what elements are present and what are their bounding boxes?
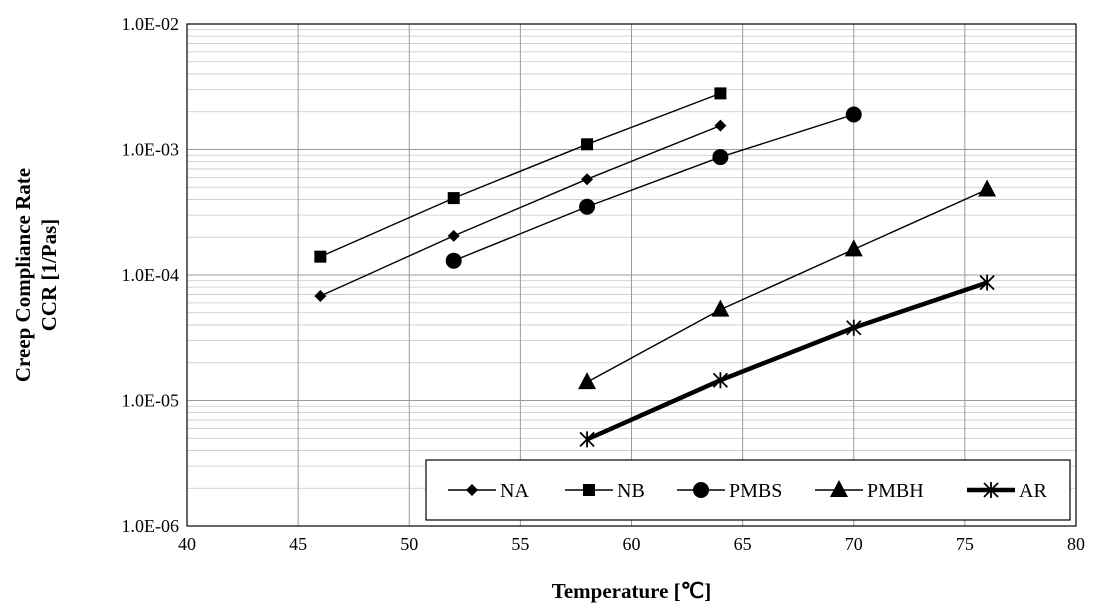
square-marker — [447, 192, 460, 205]
legend-label: NB — [617, 480, 645, 502]
asterisk-marker — [712, 372, 729, 389]
triangle-marker — [578, 372, 597, 390]
x-tick-label: 50 — [400, 534, 418, 554]
series-nb — [314, 87, 727, 263]
series-pmbh — [578, 179, 997, 390]
legend-item-pmbs: PMBS — [677, 480, 782, 502]
series-pmbs — [445, 106, 862, 269]
series-na — [314, 119, 727, 303]
square-marker — [314, 250, 327, 263]
legend-label: PMBS — [729, 480, 782, 502]
square-marker — [714, 87, 727, 100]
asterisk-marker — [579, 431, 595, 448]
y-axis-title-line-1: Creep Compliance Rate — [11, 168, 35, 382]
y-tick-label: 1.0E-04 — [122, 265, 180, 285]
triangle-marker — [711, 299, 730, 317]
asterisk-marker — [983, 482, 999, 498]
diamond-marker — [466, 484, 478, 496]
triangle-marker — [978, 179, 997, 197]
x-tick-label: 55 — [511, 534, 529, 554]
x-tick-label: 65 — [734, 534, 752, 554]
y-tick-label: 1.0E-02 — [122, 14, 180, 34]
y-axis-title: Creep Compliance Rate CCR [1/Pas] — [11, 168, 61, 382]
square-marker — [581, 138, 594, 151]
asterisk-marker — [846, 319, 862, 336]
legend-item-ar: AR — [967, 480, 1047, 502]
grid — [186, 24, 1077, 527]
y-axis-title-line-2: CCR [1/Pas] — [37, 219, 61, 332]
series-layer — [314, 87, 997, 448]
circle-marker — [693, 482, 709, 498]
square-marker — [583, 484, 595, 496]
diamond-marker — [581, 173, 594, 186]
legend-label: NA — [500, 480, 529, 502]
series-line — [586, 188, 988, 383]
legend-item-pmbh: PMBH — [815, 480, 924, 502]
x-tick-label: 45 — [289, 534, 307, 554]
series-line — [453, 113, 854, 262]
legend: NA NB PMBS PMBH AR — [425, 459, 1071, 521]
diamond-marker — [714, 119, 727, 132]
series-ar — [579, 274, 995, 448]
series-line — [586, 280, 988, 442]
y-tick-label: 1.0E-06 — [122, 516, 180, 536]
legend-box — [425, 459, 1071, 521]
triangle-marker — [830, 480, 848, 497]
circle-marker — [845, 106, 862, 123]
x-tick-label: 80 — [1067, 534, 1085, 554]
y-tick-label: 1.0E-05 — [122, 391, 180, 411]
asterisk-marker — [979, 274, 995, 291]
circle-marker — [579, 198, 596, 215]
legend-item-na: NA — [448, 480, 529, 502]
diamond-marker — [314, 290, 327, 303]
x-axis-title: Temperature [℃] — [552, 579, 711, 603]
y-tick-label: 1.0E-03 — [122, 140, 180, 160]
x-tick-label: 60 — [623, 534, 641, 554]
series-line — [320, 92, 721, 258]
legend-label: PMBH — [867, 480, 924, 502]
tick-labels: 40 45 50 55 60 65 70 75 80 1.0E-06 1.0E-05 1.0E-04 1… — [122, 14, 1086, 554]
plot-area-frame — [186, 23, 1077, 527]
x-tick-label: 70 — [845, 534, 863, 554]
series-line — [320, 124, 721, 297]
circle-marker — [445, 252, 462, 269]
triangle-marker — [844, 239, 863, 257]
diamond-marker — [447, 229, 460, 242]
legend-label: AR — [1019, 480, 1047, 502]
circle-marker — [712, 149, 729, 166]
x-tick-label: 75 — [956, 534, 974, 554]
x-tick-label: 40 — [178, 534, 196, 554]
legend-item-nb: NB — [565, 480, 645, 502]
